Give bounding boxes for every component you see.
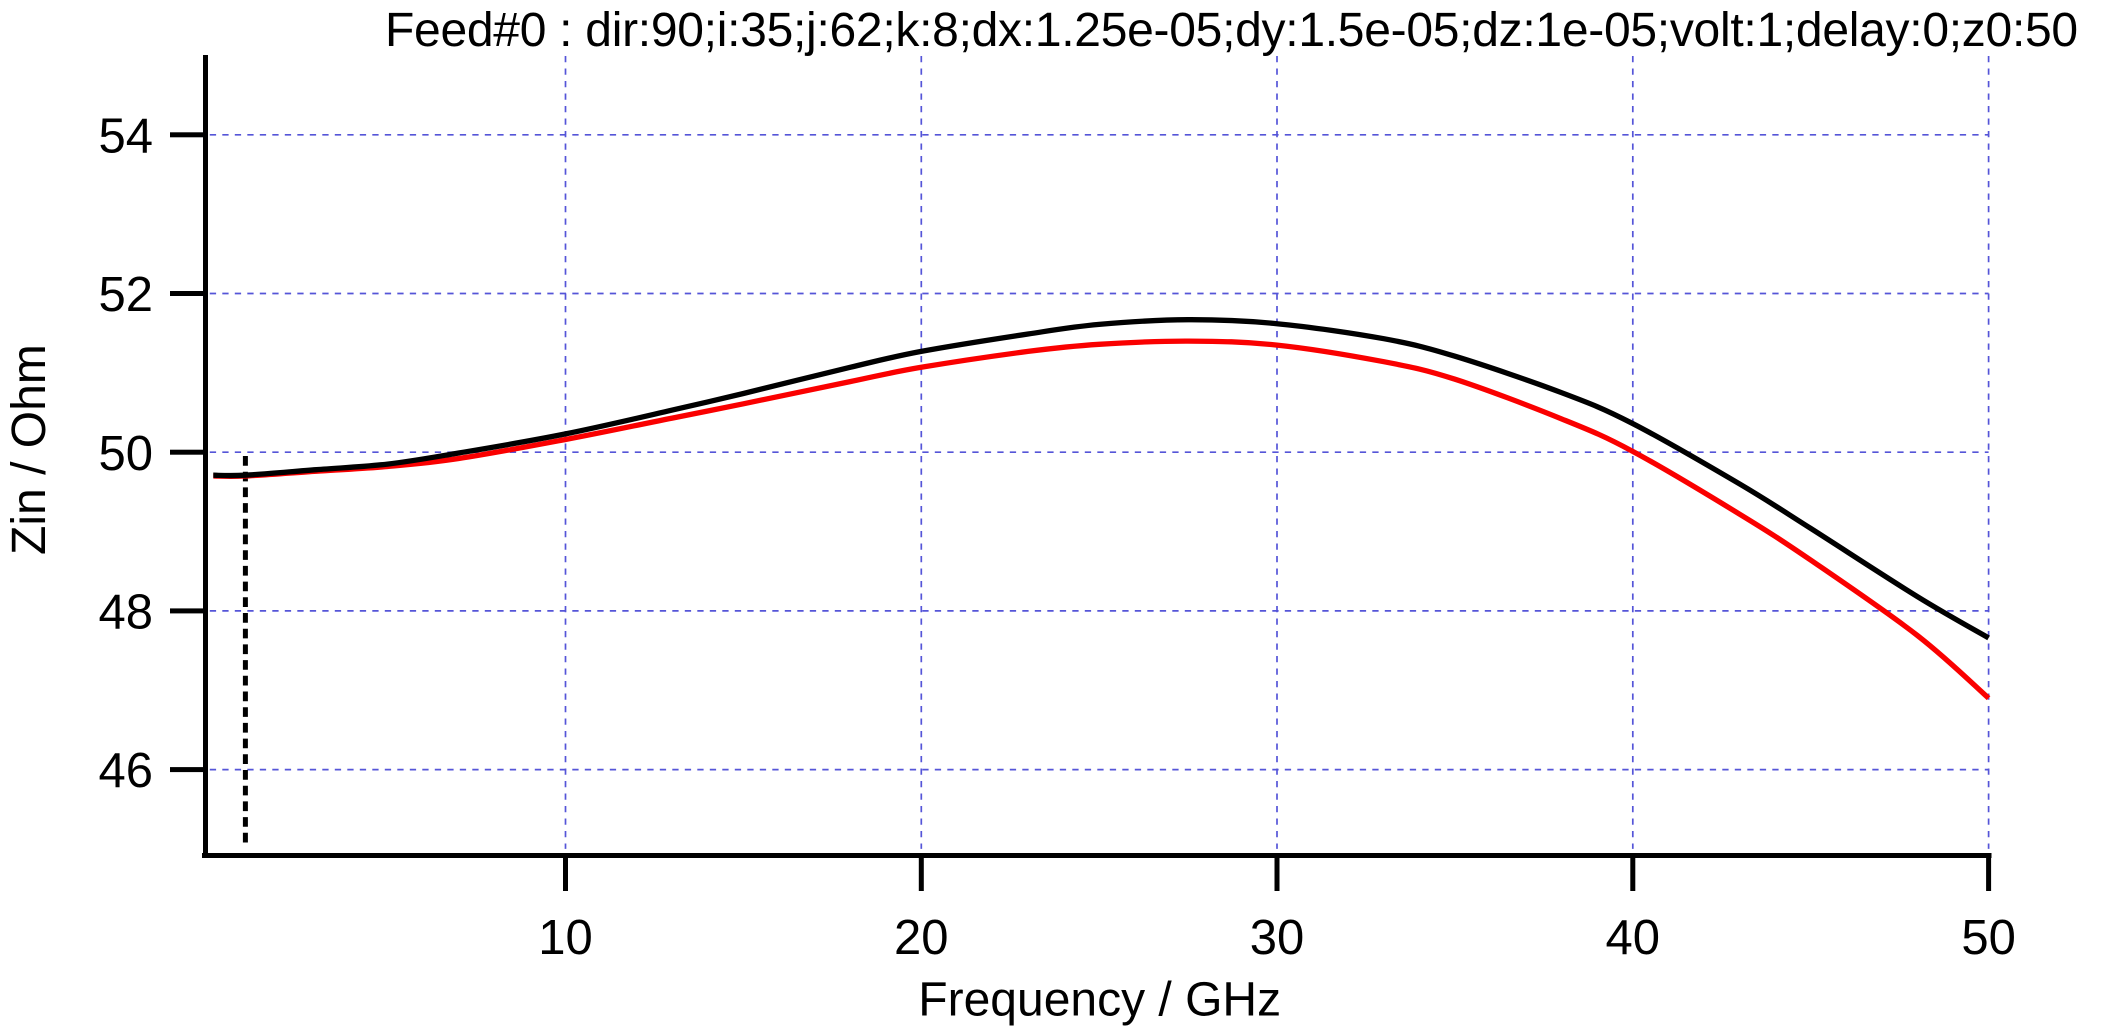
svg-text:10: 10: [538, 911, 593, 965]
svg-text:30: 30: [1250, 911, 1305, 965]
svg-text:40: 40: [1606, 911, 1661, 965]
svg-text:54: 54: [98, 109, 153, 163]
svg-text:52: 52: [98, 268, 153, 322]
svg-text:20: 20: [894, 911, 949, 965]
svg-text:46: 46: [98, 744, 153, 798]
svg-text:Zin / Ohm: Zin / Ohm: [3, 344, 56, 555]
svg-text:Feed#0 : dir:90;i:35;j:62;k:8;: Feed#0 : dir:90;i:35;j:62;k:8;dx:1.25e-0…: [385, 4, 2078, 57]
svg-text:50: 50: [1961, 911, 2016, 965]
svg-text:Frequency / GHz: Frequency / GHz: [918, 974, 1281, 1027]
svg-text:48: 48: [98, 586, 153, 640]
svg-text:50: 50: [98, 427, 153, 481]
